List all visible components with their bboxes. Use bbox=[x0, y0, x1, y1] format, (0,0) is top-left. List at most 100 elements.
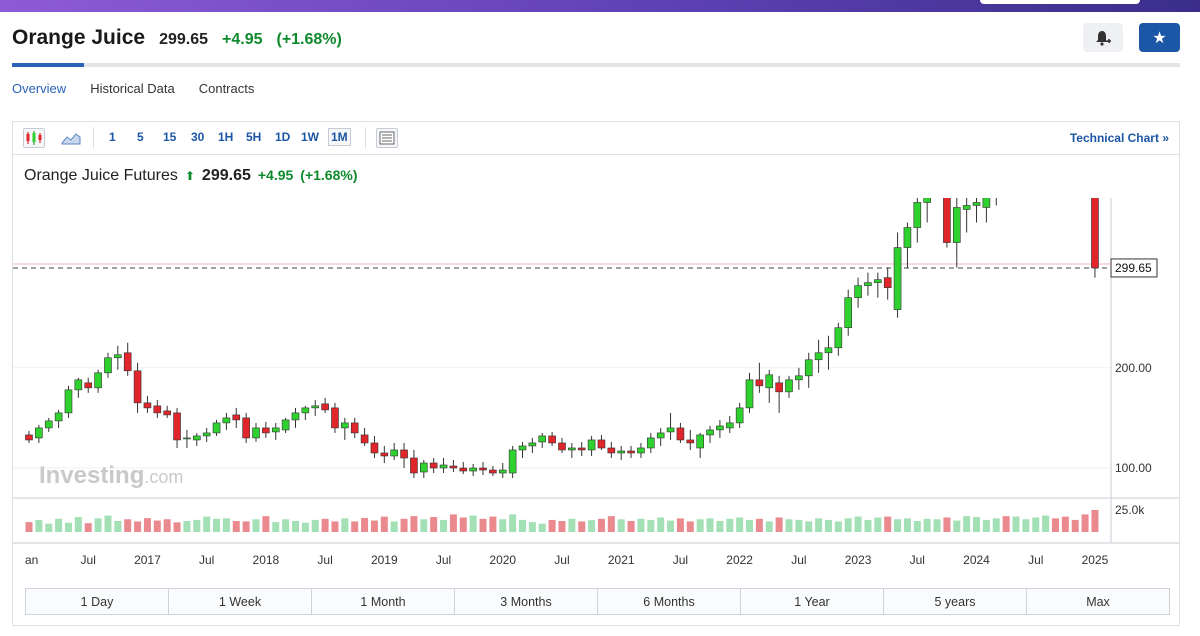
volume-bar bbox=[824, 519, 832, 532]
candlestick-chart[interactable]: 100.00200.00400.00500.00600.0025.0kInves… bbox=[13, 198, 1179, 576]
volume-bar bbox=[933, 519, 941, 532]
price-change: +4.95 bbox=[222, 31, 263, 48]
volume-bar bbox=[84, 523, 92, 532]
volume-bar bbox=[627, 521, 635, 532]
double-chevron-right-icon: » bbox=[1162, 131, 1169, 145]
volume-bar bbox=[815, 518, 823, 532]
candle bbox=[923, 198, 931, 223]
timeframe-1w[interactable]: 1W bbox=[301, 130, 319, 144]
candle bbox=[824, 335, 833, 370]
x-tick-label: Jul bbox=[317, 553, 332, 567]
chart-price: 299.65 bbox=[201, 167, 251, 184]
timeframe-1m[interactable]: 1M bbox=[328, 128, 351, 146]
candle bbox=[370, 435, 379, 458]
candle bbox=[735, 402, 744, 428]
up-arrow-icon: ⬆ bbox=[184, 169, 195, 183]
candle bbox=[874, 272, 882, 298]
candle bbox=[558, 437, 566, 453]
period-1-year[interactable]: 1 Year bbox=[741, 589, 884, 614]
volume-bar bbox=[440, 519, 448, 532]
volume-bar bbox=[765, 521, 773, 532]
timeframe-5h[interactable]: 5H bbox=[246, 130, 262, 144]
volume-bar bbox=[854, 516, 862, 532]
volume-bar bbox=[953, 520, 961, 532]
volume-bar bbox=[213, 518, 221, 532]
candle bbox=[341, 417, 349, 440]
candle bbox=[419, 459, 428, 479]
indicators-icon[interactable] bbox=[376, 128, 398, 148]
volume-bar bbox=[538, 523, 546, 532]
last-price: 299.65 bbox=[159, 31, 208, 48]
area-chart-icon[interactable] bbox=[60, 128, 82, 148]
period-1-month[interactable]: 1 Month bbox=[312, 589, 455, 614]
volume-bar bbox=[588, 520, 596, 532]
period-3-months[interactable]: 3 Months bbox=[455, 589, 598, 614]
candle bbox=[952, 198, 961, 268]
volume-bar bbox=[686, 521, 694, 532]
volume-bar bbox=[1081, 514, 1089, 532]
toolbar-separator bbox=[365, 127, 366, 149]
add-to-watchlist-button[interactable]: ★ bbox=[1139, 23, 1180, 52]
candle bbox=[943, 198, 951, 248]
candle bbox=[972, 198, 981, 223]
candle bbox=[311, 399, 320, 416]
technical-chart-link[interactable]: Technical Chart » bbox=[1070, 131, 1169, 145]
timeframe-1[interactable]: 1 bbox=[109, 130, 116, 144]
candle bbox=[995, 198, 997, 206]
volume-bar bbox=[657, 517, 665, 532]
timeframe-1d[interactable]: 1D bbox=[275, 130, 291, 144]
candle bbox=[84, 377, 93, 393]
timeframe-15[interactable]: 15 bbox=[163, 130, 177, 144]
period-max[interactable]: Max bbox=[1027, 589, 1169, 614]
volume-bar bbox=[755, 518, 763, 532]
search-pill[interactable] bbox=[980, 0, 1140, 4]
candle bbox=[913, 198, 922, 243]
x-tick-label: Jul bbox=[673, 553, 688, 567]
x-tick-label: 2025 bbox=[1082, 553, 1109, 567]
period-5-years[interactable]: 5 years bbox=[884, 589, 1027, 614]
volume-bar bbox=[193, 519, 201, 532]
volume-bar bbox=[696, 519, 704, 532]
volume-bar bbox=[785, 519, 793, 532]
volume-bar bbox=[667, 520, 675, 532]
candle bbox=[686, 429, 695, 450]
volume-bar bbox=[124, 519, 132, 532]
period-1-week[interactable]: 1 Week bbox=[169, 589, 312, 614]
candle bbox=[627, 445, 635, 458]
period-1-day[interactable]: 1 Day bbox=[26, 589, 169, 614]
timeframe-30[interactable]: 30 bbox=[191, 130, 205, 144]
tab-overview[interactable]: Overview bbox=[12, 81, 67, 96]
volume-bar bbox=[45, 523, 53, 532]
add-alert-button[interactable] bbox=[1083, 23, 1123, 52]
volume-bar bbox=[104, 515, 112, 532]
chart-title: Orange Juice Futures bbox=[24, 167, 178, 184]
candle bbox=[390, 442, 398, 460]
candlestick-chart-icon[interactable] bbox=[23, 128, 45, 148]
volume-bar bbox=[311, 519, 319, 532]
candle bbox=[775, 375, 783, 413]
chart-change-pct: (+1.68%) bbox=[300, 167, 358, 183]
technical-chart-label: Technical Chart bbox=[1069, 131, 1159, 145]
period-6-months[interactable]: 6 Months bbox=[598, 589, 741, 614]
chart-toolbar: 1 5 15 30 1H 5H 1D 1W 1M Technical Chart… bbox=[13, 122, 1179, 155]
x-tick-label: Jul bbox=[554, 553, 569, 567]
volume-bar bbox=[183, 521, 191, 532]
candle bbox=[587, 435, 596, 456]
volume-bar bbox=[834, 521, 842, 532]
tab-contracts[interactable]: Contracts bbox=[198, 81, 255, 96]
x-tick-label: Jul bbox=[81, 553, 96, 567]
timeframe-5[interactable]: 5 bbox=[137, 130, 144, 144]
x-tick-label: 2023 bbox=[845, 553, 872, 567]
active-tab-indicator bbox=[12, 63, 84, 67]
candle bbox=[25, 430, 33, 443]
tab-historical-data[interactable]: Historical Data bbox=[90, 81, 175, 96]
timeframe-1h[interactable]: 1H bbox=[218, 130, 234, 144]
candle bbox=[637, 442, 645, 458]
candle bbox=[489, 465, 497, 477]
volume-bar bbox=[597, 518, 605, 532]
candle bbox=[54, 409, 63, 428]
candle bbox=[479, 461, 487, 476]
candle bbox=[439, 457, 448, 474]
header-divider bbox=[12, 63, 1180, 67]
volume-bar bbox=[252, 519, 260, 532]
